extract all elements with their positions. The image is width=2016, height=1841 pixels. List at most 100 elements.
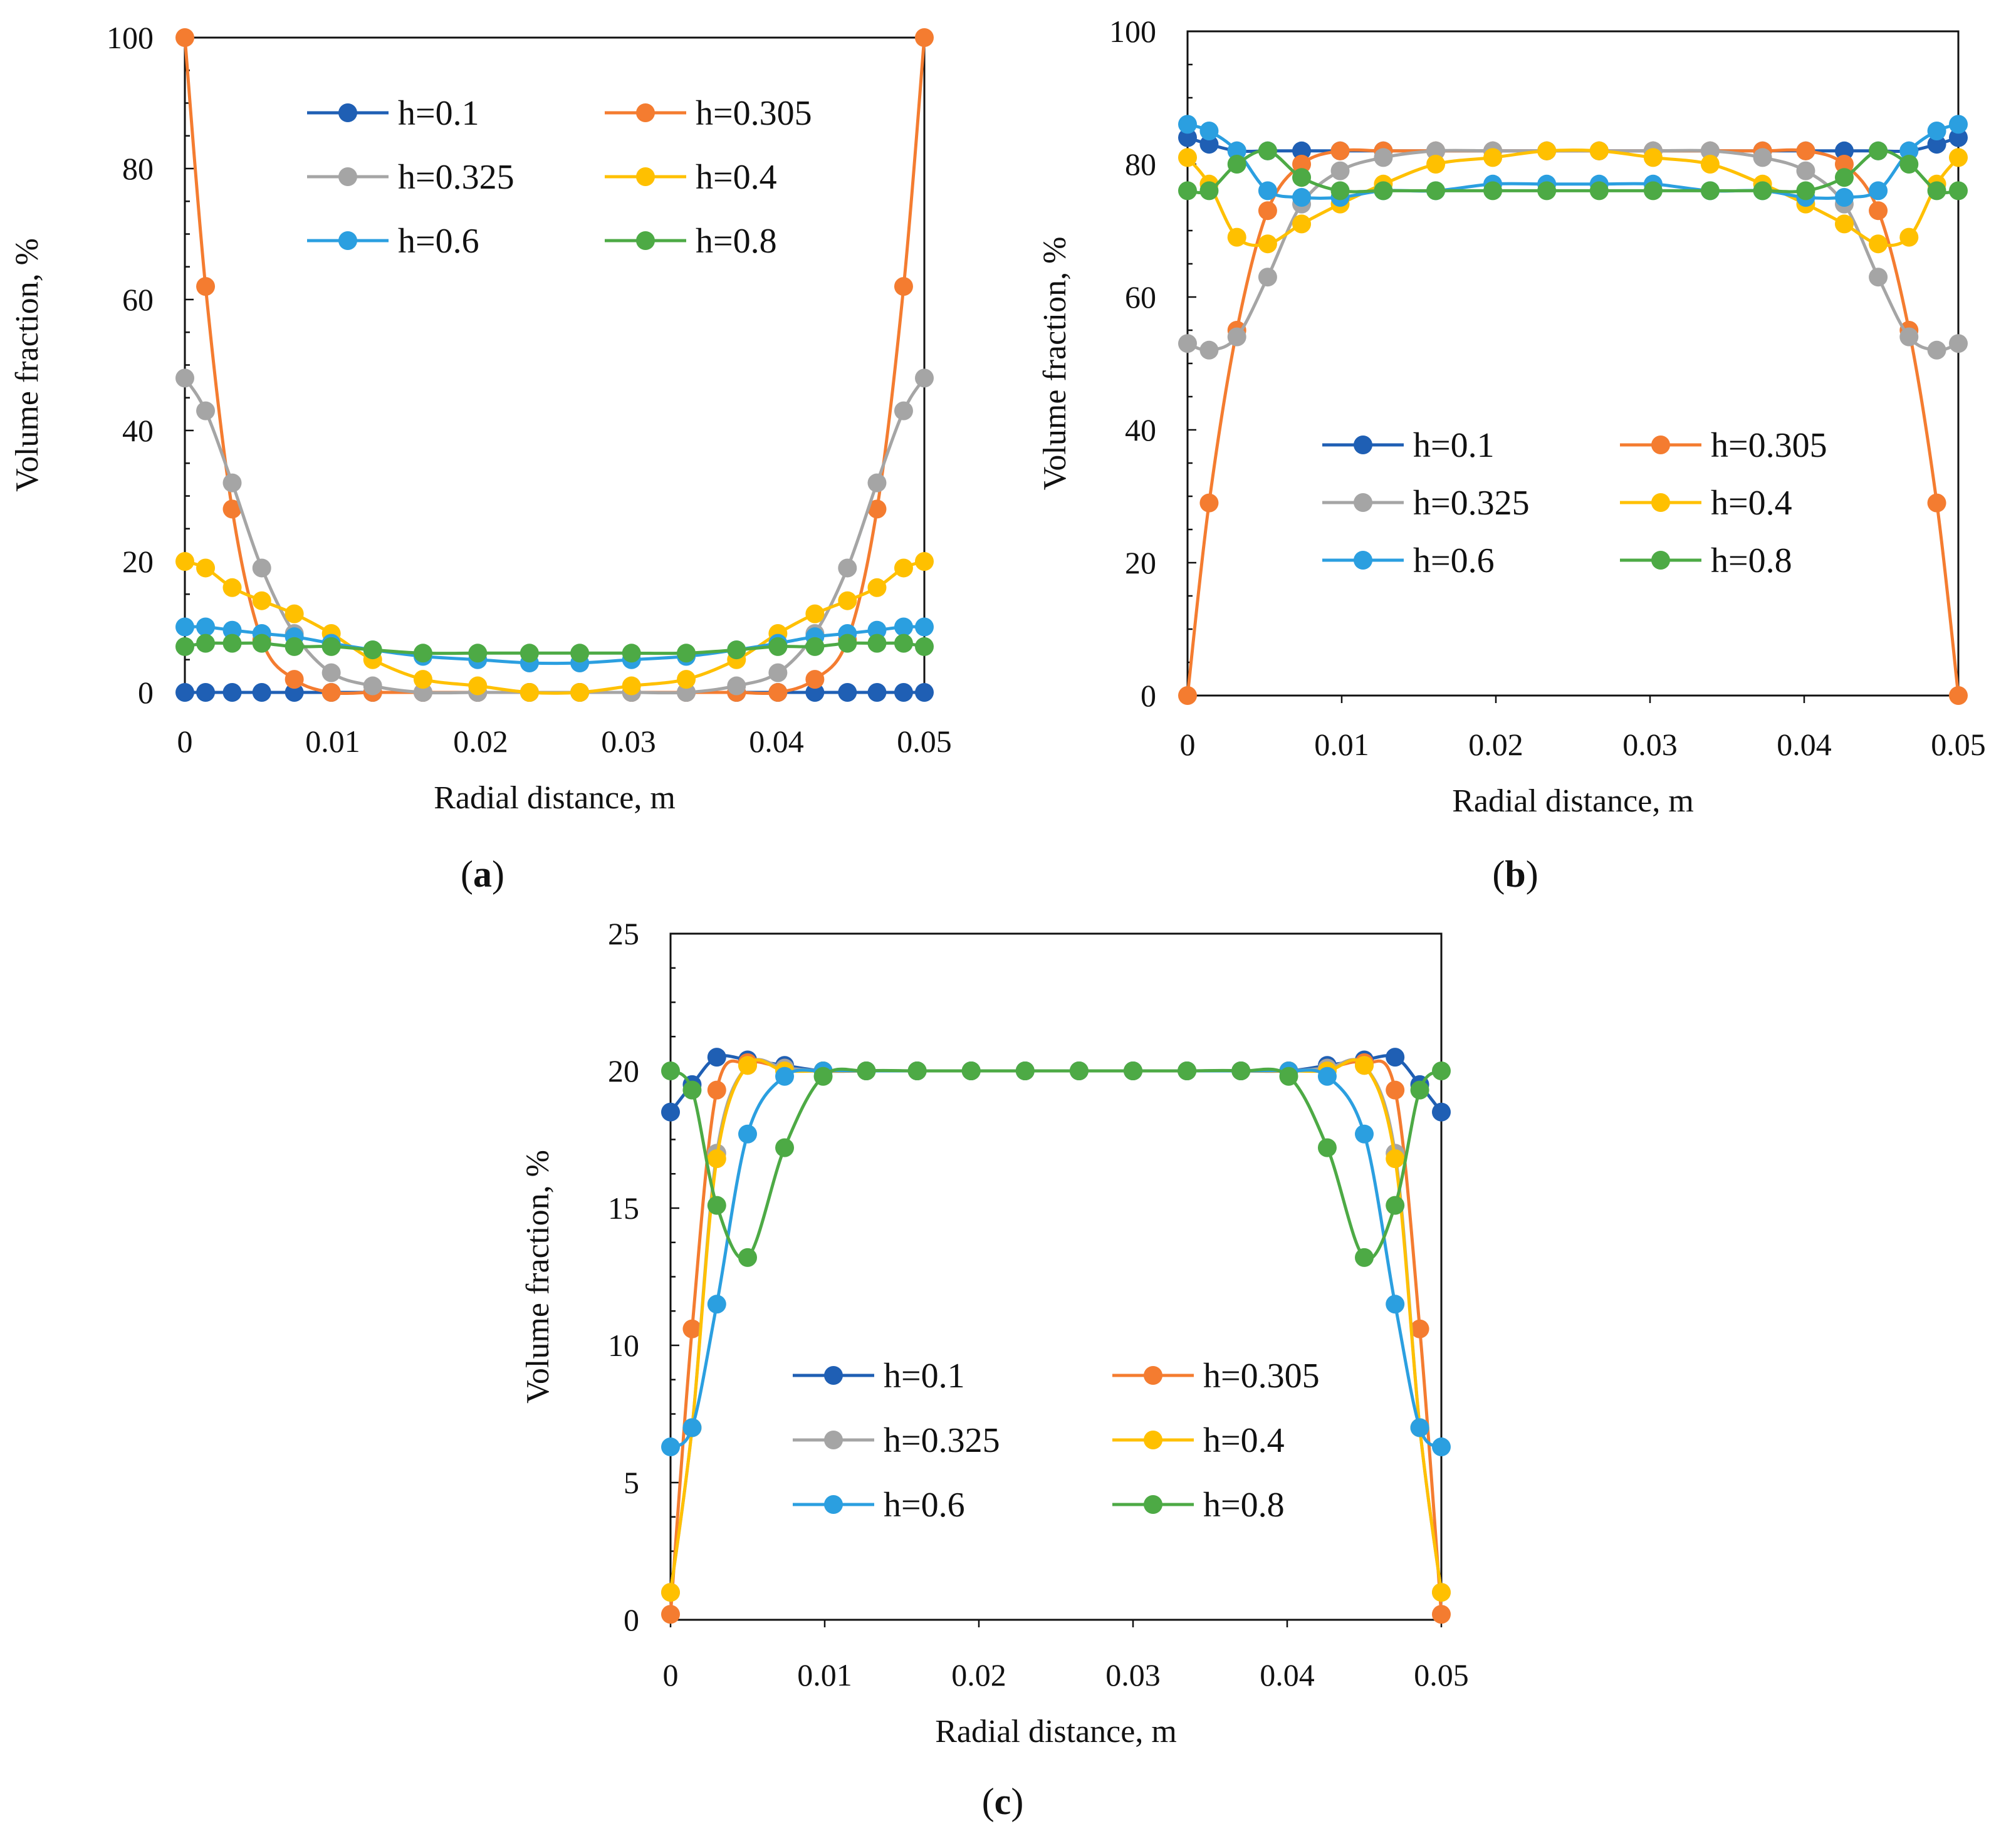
data-point	[252, 591, 271, 610]
data-point	[1374, 181, 1393, 201]
data-point	[1927, 493, 1946, 513]
x-tick-label: 0.05	[1414, 1657, 1469, 1692]
data-point	[1279, 1067, 1298, 1086]
legend-label: h=0.325	[1413, 484, 1530, 523]
legend-marker	[1651, 493, 1670, 512]
legend-label: h=0.305	[1711, 426, 1827, 465]
data-point	[570, 644, 590, 663]
data-point	[1374, 148, 1393, 167]
data-point	[1292, 155, 1312, 174]
data-point	[1700, 181, 1720, 201]
legend-marker	[1651, 551, 1670, 570]
legend-marker	[636, 231, 655, 250]
data-point	[1483, 181, 1503, 201]
data-point	[1949, 686, 1968, 705]
data-point	[738, 1248, 757, 1267]
data-point	[252, 634, 271, 653]
data-point	[413, 683, 432, 702]
data-point	[1834, 155, 1854, 174]
data-point	[1927, 122, 1946, 140]
legend-marker	[338, 167, 357, 186]
data-point	[321, 663, 341, 682]
x-tick-label: 0.02	[951, 1657, 1006, 1692]
data-point	[867, 578, 887, 597]
data-point	[285, 683, 304, 702]
legend-marker	[824, 1431, 843, 1449]
legend-item: h=0.305	[1620, 426, 1827, 465]
data-point	[1199, 122, 1219, 140]
data-point	[175, 552, 194, 571]
data-point	[196, 683, 216, 702]
data-point	[661, 1583, 680, 1602]
data-point	[1292, 168, 1312, 187]
data-point	[1199, 493, 1219, 513]
data-point	[727, 640, 746, 660]
data-point	[1317, 1067, 1337, 1086]
y-tick-label: 20	[608, 1053, 639, 1088]
data-point	[570, 683, 590, 702]
legend-item: h=0.4	[605, 158, 777, 197]
chart-panel-a: 0 20 40 60 80 100 0 0.01 0.02 0.03 0.04 0.05 Radial …	[9, 20, 952, 816]
data-point	[1178, 1061, 1197, 1080]
data-point	[413, 644, 432, 663]
data-point	[838, 683, 857, 702]
legend-marker	[636, 167, 655, 186]
data-point	[1589, 141, 1609, 160]
legend-item: h=0.1	[1322, 426, 1495, 465]
plot-frame	[184, 36, 926, 694]
data-point	[1410, 1319, 1429, 1338]
data-point	[768, 637, 788, 656]
data-point	[1178, 148, 1197, 167]
legend-item: h=0.325	[307, 158, 514, 197]
data-point	[1124, 1061, 1142, 1080]
data-point	[1432, 1102, 1451, 1122]
y-tick-label: 20	[1125, 545, 1156, 580]
y-tick-label: 60	[122, 282, 154, 317]
legend-label: h=0.305	[696, 94, 812, 133]
data-point	[285, 637, 304, 656]
legend-item: h=0.8	[605, 222, 777, 261]
data-point	[661, 1437, 680, 1457]
data-point	[857, 1061, 876, 1080]
data-point	[1292, 188, 1312, 207]
data-point	[1386, 1048, 1405, 1067]
legend-marker	[824, 1366, 843, 1385]
data-point	[1410, 1418, 1429, 1437]
data-point	[1483, 148, 1503, 167]
data-point	[175, 617, 194, 637]
x-tick-label: 0	[663, 1657, 679, 1692]
series-line	[669, 1067, 1443, 1261]
data-point	[661, 1102, 680, 1122]
data-point	[1069, 1061, 1089, 1080]
data-point	[1426, 181, 1446, 201]
x-tick-label: 0.01	[797, 1657, 852, 1692]
data-point	[175, 683, 194, 702]
series-h=0.305	[175, 28, 934, 702]
plot-frame	[669, 932, 1443, 1621]
data-point	[738, 1056, 757, 1075]
chart-panel-b: 0 20 40 60 80 100 0 0.01 0.02 0.03 0.04 0.05 Radial …	[1037, 14, 1986, 819]
data-point	[285, 604, 304, 623]
data-point	[894, 558, 913, 578]
series-h=0.6	[661, 1061, 1451, 1457]
data-point	[1537, 181, 1557, 201]
data-point	[682, 1418, 702, 1437]
data-point	[1537, 141, 1557, 160]
data-point	[1949, 148, 1968, 167]
data-point	[915, 683, 934, 702]
data-point	[1258, 234, 1277, 254]
data-point	[1927, 135, 1946, 154]
x-tick-label: 0.01	[305, 724, 360, 759]
series-h=0.8	[175, 634, 934, 663]
data-point	[622, 676, 641, 696]
x-tick-label: 0.02	[1468, 727, 1523, 762]
data-point	[1258, 268, 1277, 287]
series-h=0.4	[175, 552, 934, 702]
data-point	[196, 277, 216, 296]
data-point	[1178, 115, 1197, 134]
data-point	[363, 676, 382, 696]
data-point	[867, 499, 887, 519]
data-point	[196, 558, 216, 578]
data-point	[677, 683, 696, 702]
data-point	[915, 368, 934, 388]
